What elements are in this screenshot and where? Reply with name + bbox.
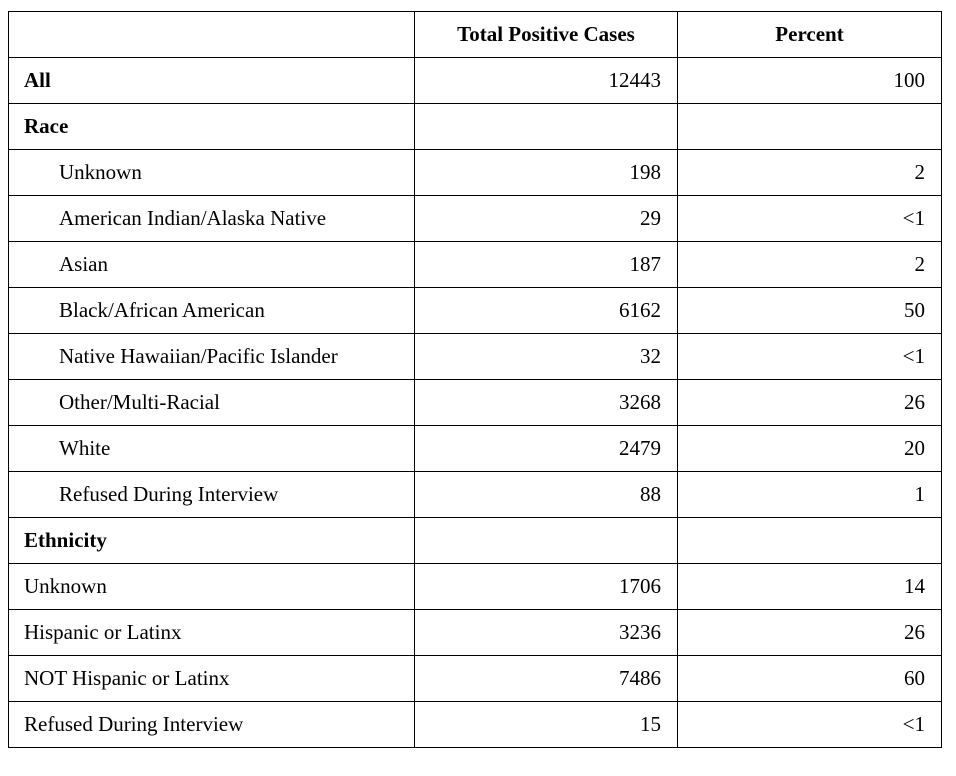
- cases-cell: 7486: [414, 655, 678, 702]
- percent-cell: 20: [677, 425, 942, 472]
- table-row: White 2479 20: [8, 425, 942, 472]
- row-label: Hispanic or Latinx: [8, 609, 415, 656]
- section-row: Race: [8, 103, 942, 150]
- section-row: Ethnicity: [8, 517, 942, 564]
- table-body: All 12443 100 Race Unknown 198 2 American India…: [8, 57, 942, 748]
- cases-cell: 29: [414, 195, 678, 242]
- cases-cell: 88: [414, 471, 678, 518]
- empty-cell: [677, 103, 942, 150]
- cases-cell: 32: [414, 333, 678, 380]
- row-label: American Indian/Alaska Native: [8, 195, 415, 242]
- table-row: Other/Multi-Racial 3268 26: [8, 379, 942, 426]
- row-label: Unknown: [8, 563, 415, 610]
- table-row: Asian 187 2: [8, 241, 942, 288]
- cases-cell: 12443: [414, 57, 678, 104]
- table-row: American Indian/Alaska Native 29 <1: [8, 195, 942, 242]
- table-row: Refused During Interview 15 <1: [8, 701, 942, 748]
- row-label: Other/Multi-Racial: [8, 379, 415, 426]
- percent-cell: 2: [677, 241, 942, 288]
- cases-cell: 6162: [414, 287, 678, 334]
- row-label: Unknown: [8, 149, 415, 196]
- percent-cell: 1: [677, 471, 942, 518]
- table-row: Native Hawaiian/Pacific Islander 32 <1: [8, 333, 942, 380]
- table-row: Unknown 198 2: [8, 149, 942, 196]
- cases-cell: 1706: [414, 563, 678, 610]
- row-label: NOT Hispanic or Latinx: [8, 655, 415, 702]
- cases-cell: 198: [414, 149, 678, 196]
- empty-cell: [677, 517, 942, 564]
- row-label: Native Hawaiian/Pacific Islander: [8, 333, 415, 380]
- percent-cell: <1: [677, 195, 942, 242]
- row-label: Refused During Interview: [8, 471, 415, 518]
- percent-cell: <1: [677, 701, 942, 748]
- cases-cell: 2479: [414, 425, 678, 472]
- section-heading: Ethnicity: [8, 517, 415, 564]
- section-heading: Race: [8, 103, 415, 150]
- header-cell: [8, 11, 415, 58]
- table-row: Hispanic or Latinx 3236 26: [8, 609, 942, 656]
- cases-cell: 3268: [414, 379, 678, 426]
- table-row: All 12443 100: [8, 57, 942, 104]
- percent-cell: 100: [677, 57, 942, 104]
- table-row: Black/African American 6162 50: [8, 287, 942, 334]
- percent-cell: 2: [677, 149, 942, 196]
- percent-cell: 26: [677, 609, 942, 656]
- cases-cell: 15: [414, 701, 678, 748]
- empty-cell: [414, 103, 678, 150]
- header-cell: Total Positive Cases: [414, 11, 678, 58]
- row-label: White: [8, 425, 415, 472]
- table-row: NOT Hispanic or Latinx 7486 60: [8, 655, 942, 702]
- header-row: Total Positive Cases Percent: [8, 11, 942, 58]
- cases-cell: 187: [414, 241, 678, 288]
- row-label: Refused During Interview: [8, 701, 415, 748]
- percent-cell: 14: [677, 563, 942, 610]
- row-label: Black/African American: [8, 287, 415, 334]
- row-label: Asian: [8, 241, 415, 288]
- percent-cell: 50: [677, 287, 942, 334]
- percent-cell: <1: [677, 333, 942, 380]
- row-label: All: [8, 57, 415, 104]
- empty-cell: [414, 517, 678, 564]
- header-cell: Percent: [677, 11, 942, 58]
- cases-cell: 3236: [414, 609, 678, 656]
- percent-cell: 60: [677, 655, 942, 702]
- data-table: Total Positive Cases Percent All 12443 100…: [8, 11, 942, 748]
- table-row: Unknown 1706 14: [8, 563, 942, 610]
- percent-cell: 26: [677, 379, 942, 426]
- table-row: Refused During Interview 88 1: [8, 471, 942, 518]
